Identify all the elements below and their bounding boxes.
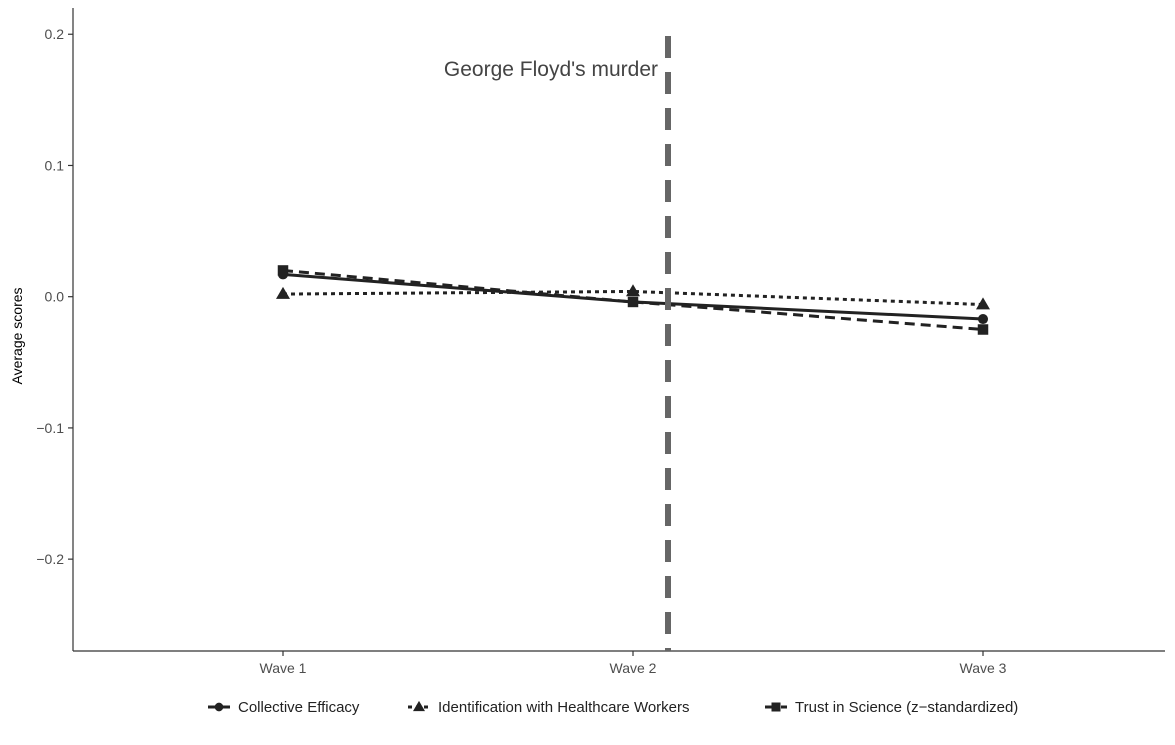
data-point-collective (977, 313, 989, 325)
data-point-identification (276, 286, 290, 299)
data-point-trust (627, 296, 639, 308)
data-point-identification (626, 284, 640, 297)
data-point-trust (277, 265, 289, 276)
axes (72, 8, 1165, 652)
series-identification (276, 284, 990, 310)
legend-key-marker-identification (413, 700, 425, 712)
legend-key-marker-trust (771, 702, 781, 712)
data-point-identification (976, 297, 990, 310)
x-axis-ticks: Wave 1 Wave 2 Wave 3 (260, 651, 1007, 676)
y-tick-label: 0.0 (45, 289, 65, 305)
legend-item-identification: Identification with Healthcare Workers (408, 699, 690, 716)
x-tick-label: Wave 3 (960, 660, 1007, 676)
series-layer (276, 265, 990, 335)
y-tick-label: 0.2 (45, 26, 65, 42)
legend-item-trust: Trust in Science (z−standardized) (765, 699, 1018, 716)
x-tick-label: Wave 2 (610, 660, 657, 676)
legend-label: Identification with Healthcare Workers (438, 699, 690, 716)
y-tick-label: −0.1 (36, 420, 64, 436)
legend-item-collective: Collective Efficacy (208, 699, 360, 716)
y-axis-ticks: −0.2 −0.1 0.0 0.1 0.2 (36, 26, 73, 567)
data-point-trust (977, 324, 989, 335)
x-tick-label: Wave 1 (260, 660, 307, 676)
event-annotation-label: George Floyd's murder (444, 58, 658, 81)
series-trust (277, 265, 989, 335)
legend: Collective Efficacy Identification with H… (208, 699, 1018, 716)
y-tick-label: −0.2 (36, 551, 64, 567)
series-line-trust (282, 268, 984, 331)
legend-label: Trust in Science (z−standardized) (795, 699, 1018, 716)
legend-key-marker-collective (214, 702, 224, 712)
y-axis-title: Average scores (9, 287, 25, 384)
legend-label: Collective Efficacy (238, 699, 360, 716)
y-tick-label: 0.1 (45, 157, 65, 173)
